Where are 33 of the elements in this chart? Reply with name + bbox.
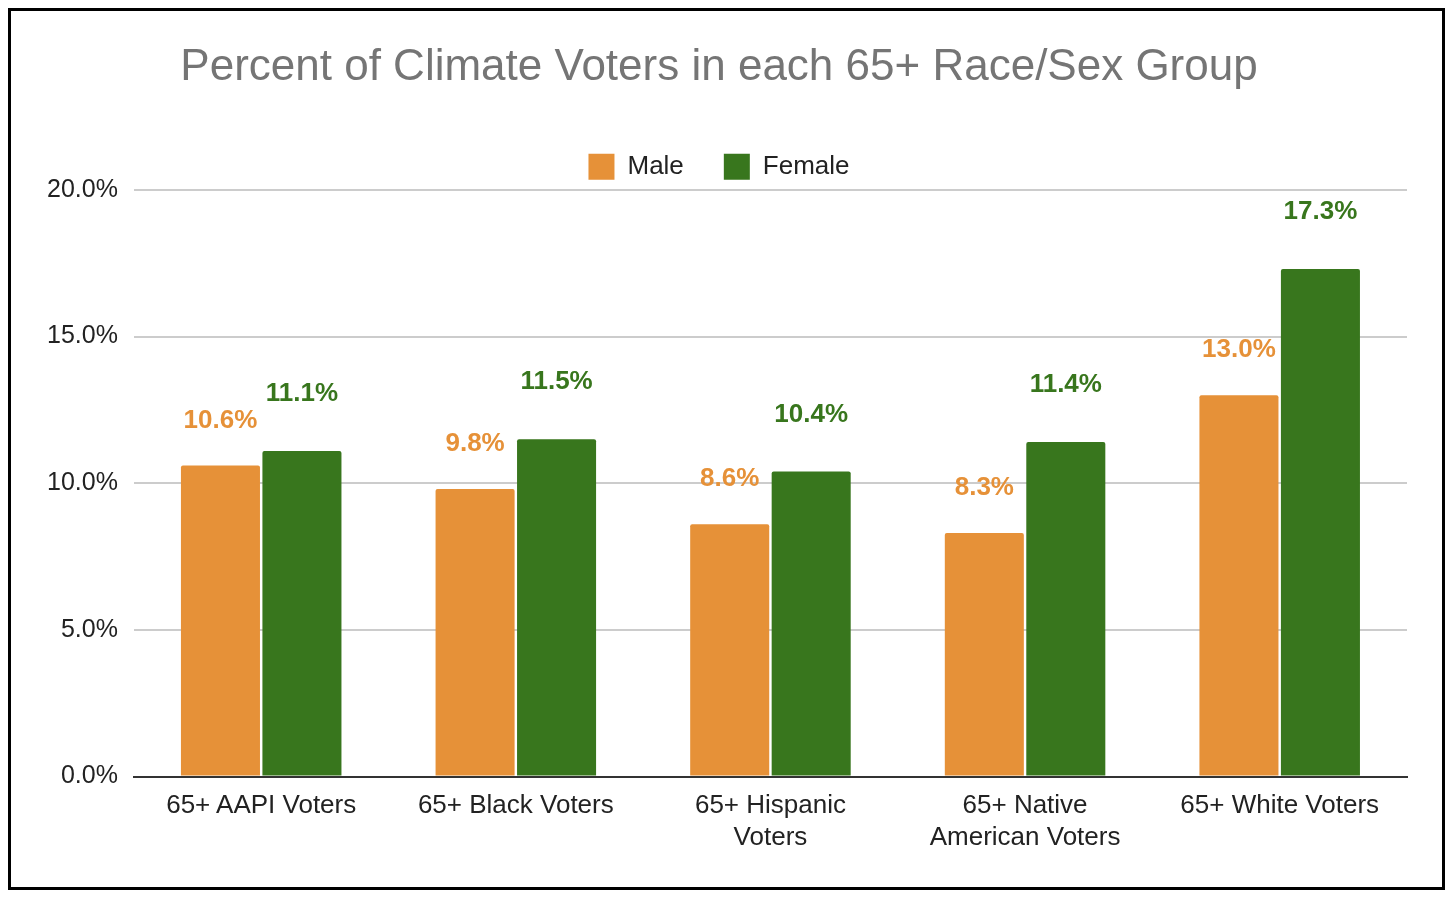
bar xyxy=(517,439,597,776)
chart-title: Percent of Climate Voters in each 65+ Race/Sex Group xyxy=(180,39,1258,89)
y-tick-label: 20.0% xyxy=(47,173,118,202)
data-label: 8.3% xyxy=(954,471,1014,502)
x-tick-label: 65+ AAPI Voters xyxy=(166,789,357,820)
bar xyxy=(690,524,770,776)
data-label: 10.4% xyxy=(774,397,849,428)
bar xyxy=(1280,269,1360,776)
legend-label: Female xyxy=(762,149,850,180)
data-label: 9.8% xyxy=(445,427,505,458)
data-label: 11.1% xyxy=(265,377,339,408)
legend-label: Male xyxy=(627,149,684,180)
data-label: 8.6% xyxy=(700,462,760,493)
bar xyxy=(435,489,515,776)
bar xyxy=(1199,395,1279,776)
x-tick-label: 65+ Hispanic Voters xyxy=(694,789,846,851)
data-label: 11.4% xyxy=(1029,368,1102,399)
x-tick-label: 65+ White Voters xyxy=(1180,789,1380,820)
bar xyxy=(1026,442,1106,776)
data-label: 17.3% xyxy=(1283,195,1358,226)
data-label: 11.5% xyxy=(520,365,593,396)
bar xyxy=(262,450,342,776)
bar xyxy=(944,533,1024,776)
bar xyxy=(771,471,851,776)
y-tick-label: 15.0% xyxy=(47,320,118,349)
x-tick-label: 65+ Native American Voters xyxy=(929,789,1121,851)
data-label: 10.6% xyxy=(183,403,258,434)
bar xyxy=(180,465,260,776)
y-tick-label: 10.0% xyxy=(47,467,118,496)
y-tick-label: 5.0% xyxy=(60,613,118,642)
x-tick-label: 65+ Black Voters xyxy=(417,789,614,820)
data-label: 13.0% xyxy=(1202,333,1276,364)
y-tick-label: 0.0% xyxy=(60,760,118,789)
